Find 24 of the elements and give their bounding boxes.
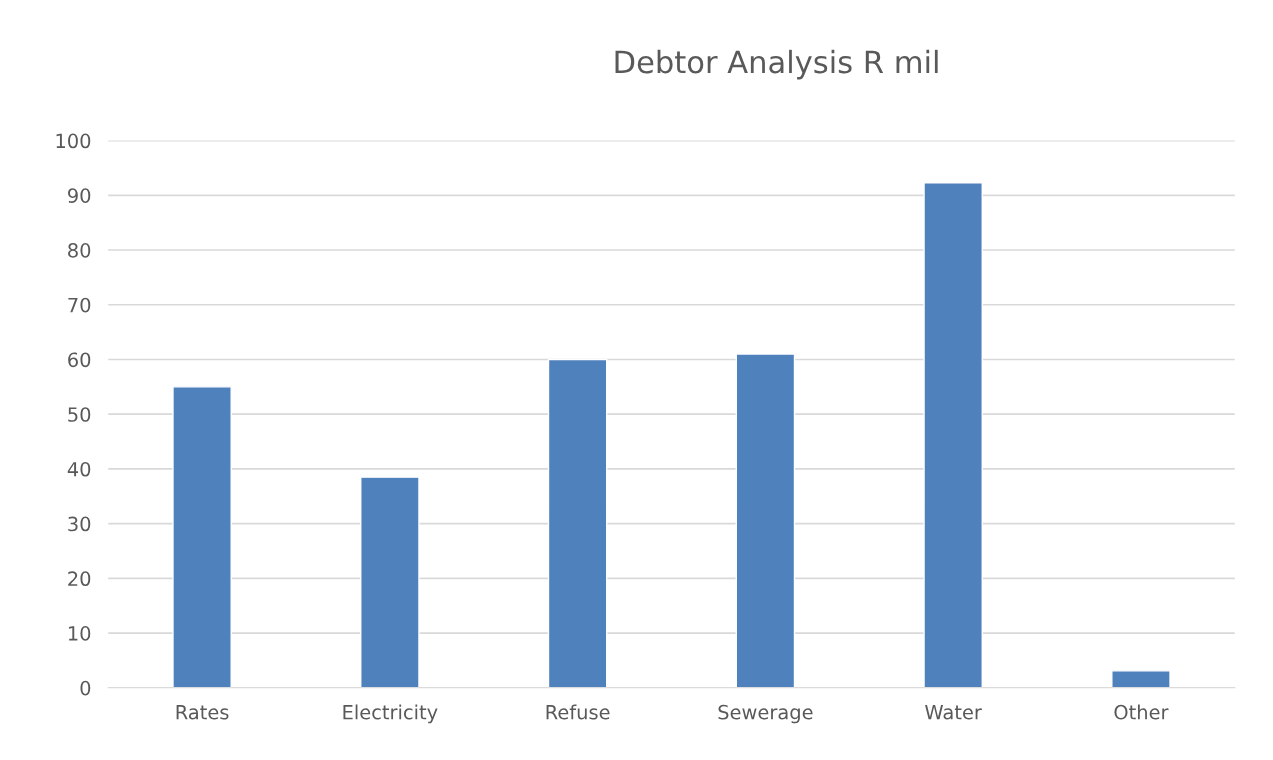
y-tick-label: 20 [68,571,91,587]
x-tick-label: Rates [176,705,229,720]
x-tick-label: Other [1114,704,1169,720]
y-tick-label: 60 [68,352,91,368]
chart-title: Debtor Analysis R mil [615,49,938,80]
x-tick-label: Electricity [343,704,438,724]
y-tick-label: 80 [68,243,91,258]
bar [172,386,232,688]
y-tick-label: 0 [80,680,91,696]
y-tick-label: 90 [68,188,91,203]
y-tick-label: 30 [68,516,91,532]
bar [923,182,983,688]
x-tick-label: Refuse [546,704,610,720]
x-tick-label: Water [925,705,982,720]
x-tick-label: Sewerage [718,704,813,724]
bar [547,358,608,688]
y-tick-label: 10 [68,626,91,641]
y-tick-label: 70 [68,297,91,313]
bar [1111,670,1171,688]
bar [360,476,420,688]
bar [735,353,796,688]
y-tick-label: 40 [67,461,91,477]
y-tick-label: 50 [68,407,91,422]
y-tick-label: 100 [56,133,91,149]
